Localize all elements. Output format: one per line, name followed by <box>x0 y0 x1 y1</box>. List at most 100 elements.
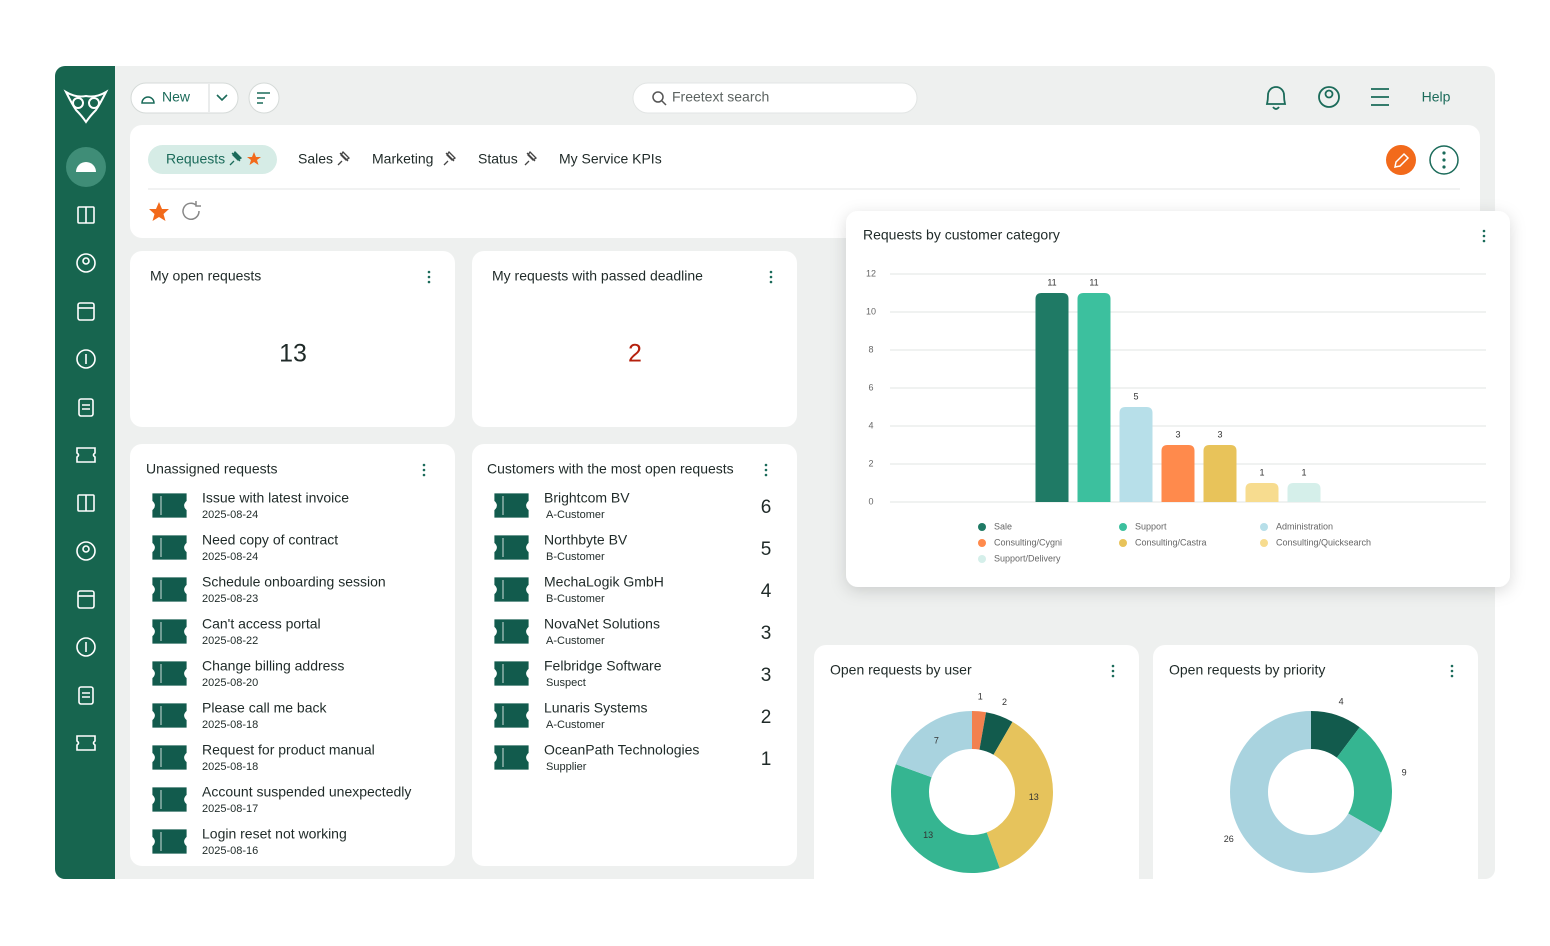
nav-item[interactable] <box>77 494 95 512</box>
widget-menu[interactable] <box>1482 229 1486 243</box>
menu[interactable] <box>1371 88 1389 106</box>
open-count: 1 <box>761 749 772 770</box>
customer-name[interactable]: Felbridge Software <box>544 658 662 674</box>
icon <box>76 541 96 561</box>
card <box>130 251 455 427</box>
ticket-icon <box>493 534 530 561</box>
bar <box>1035 293 1069 502</box>
dot <box>1111 664 1115 668</box>
customer-name[interactable]: Brightcom BV <box>544 490 630 506</box>
donut-slice <box>986 721 1053 869</box>
request-date: 2025-08-16 <box>202 845 258 857</box>
customer-category: B-Customer <box>546 593 605 605</box>
new-button[interactable] <box>130 82 239 114</box>
nav-item[interactable] <box>76 349 96 369</box>
customer-name[interactable]: MechaLogik GmbH <box>544 574 664 590</box>
profile[interactable] <box>1318 86 1340 108</box>
chart-title: Open requests by priority <box>1169 662 1325 678</box>
edit-button[interactable] <box>1386 145 1416 175</box>
widget-menu[interactable] <box>769 270 773 284</box>
refresh[interactable] <box>182 201 201 220</box>
icon <box>78 686 94 705</box>
customer-name[interactable]: NovaNet Solutions <box>544 616 660 632</box>
dot <box>1450 674 1454 678</box>
icon <box>77 590 95 609</box>
widget-menu[interactable] <box>1111 664 1115 678</box>
customer-name[interactable]: Northbyte BV <box>544 532 628 548</box>
request-title[interactable]: Change billing address <box>202 658 344 674</box>
dot <box>769 280 773 284</box>
nav-item[interactable] <box>78 686 94 705</box>
tab[interactable]: Status <box>478 151 518 167</box>
request-title[interactable]: Schedule onboarding session <box>202 574 386 590</box>
notifications[interactable] <box>1265 86 1287 110</box>
request-title[interactable]: Request for product manual <box>202 742 375 758</box>
nav-item[interactable] <box>78 398 94 417</box>
tab[interactable]: Marketing <box>372 151 433 167</box>
new-label[interactable]: New <box>162 89 191 105</box>
request-date: 2025-08-24 <box>202 551 258 563</box>
nav-item[interactable] <box>77 302 95 321</box>
bar-value-label: 5 <box>1133 391 1138 401</box>
donut-slice <box>972 711 987 750</box>
legend-swatch <box>1119 523 1127 531</box>
dot <box>422 463 426 467</box>
nav-item[interactable] <box>77 590 95 609</box>
customer-name[interactable]: Lunaris Systems <box>544 700 647 716</box>
tab[interactable]: Requests <box>166 151 225 167</box>
favorite-star[interactable] <box>149 202 169 221</box>
new-icon <box>141 96 155 104</box>
nav-item[interactable] <box>76 253 96 273</box>
tab[interactable]: Sales <box>298 151 333 167</box>
icon <box>76 253 96 273</box>
kpi-title: My requests with passed deadline <box>492 268 703 284</box>
customer-name[interactable]: OceanPath Technologies <box>544 742 699 758</box>
icon <box>82 257 90 265</box>
slice-label: 1 <box>978 692 983 702</box>
y-tick-label: 0 <box>868 496 873 506</box>
dot <box>764 468 768 472</box>
open-count: 2 <box>761 707 772 728</box>
request-title[interactable]: Account suspended unexpectedly <box>202 784 411 800</box>
nav-item[interactable] <box>76 541 96 561</box>
active-tab[interactable] <box>148 145 277 174</box>
slice-label: 2 <box>1002 697 1007 707</box>
nav-item[interactable] <box>76 735 96 751</box>
request-title[interactable]: Issue with latest invoice <box>202 490 349 506</box>
widget-menu[interactable] <box>764 463 768 477</box>
widget-menu[interactable] <box>422 463 426 477</box>
request-title[interactable]: Need copy of contract <box>202 532 338 548</box>
dot <box>427 270 431 274</box>
icon <box>76 637 96 657</box>
request-title[interactable]: Login reset not working <box>202 826 347 842</box>
bar-value-label: 11 <box>1089 277 1098 287</box>
icon <box>76 349 96 369</box>
bar-value-label: 1 <box>1259 467 1264 477</box>
slice-label: 4 <box>1339 696 1344 706</box>
request-title[interactable]: Please call me back <box>202 700 328 716</box>
donut-slice <box>1336 727 1393 833</box>
nav-item[interactable] <box>76 447 96 463</box>
bar-value-label: 3 <box>1217 429 1222 439</box>
tab[interactable]: My Service KPIs <box>559 151 662 167</box>
new-dropdown[interactable] <box>216 94 228 102</box>
nav-item[interactable] <box>77 206 95 224</box>
dot <box>1482 234 1486 238</box>
slice-label: 26 <box>1224 834 1234 844</box>
legend-swatch <box>1260 539 1268 547</box>
open-count: 5 <box>761 539 772 560</box>
main-area: New Freetext search Help Requests Sales Ma… <box>55 66 1480 879</box>
slice-label: 9 <box>1402 767 1407 777</box>
edit-icon <box>1394 152 1410 168</box>
widget-menu[interactable] <box>427 270 431 284</box>
nav-item[interactable] <box>76 637 96 657</box>
icon <box>82 692 90 698</box>
card <box>472 444 797 866</box>
ticket-icon <box>493 576 530 603</box>
filter-icon <box>257 92 270 104</box>
widget-menu[interactable] <box>1450 664 1454 678</box>
search-box[interactable] <box>632 82 918 114</box>
request-title[interactable]: Can't access portal <box>202 616 321 632</box>
help-link[interactable]: Help <box>1422 89 1451 105</box>
